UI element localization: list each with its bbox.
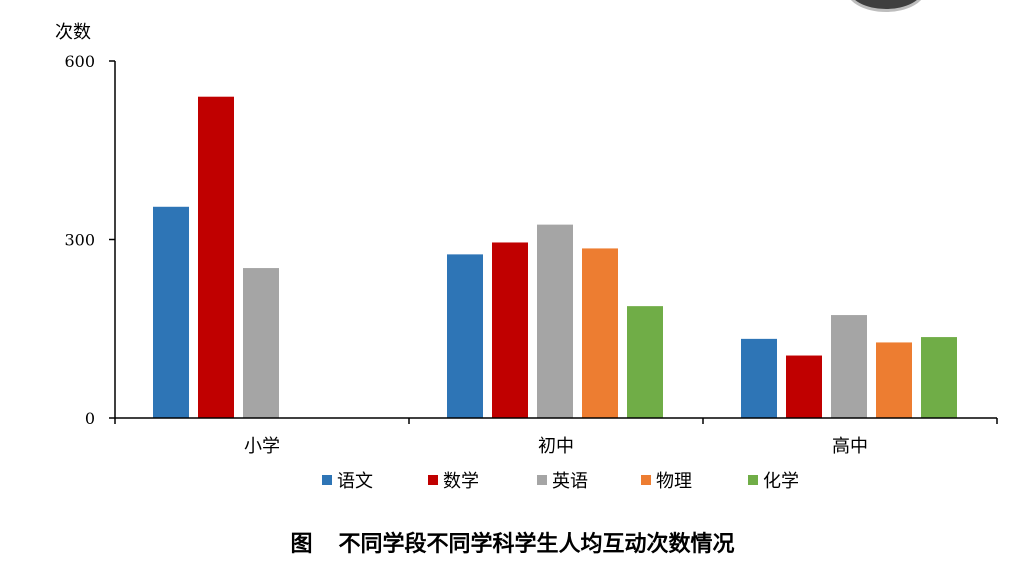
legend-swatch — [322, 475, 332, 485]
legend-swatch — [641, 475, 651, 485]
legend-swatch — [537, 475, 547, 485]
bar — [447, 254, 483, 418]
bar — [537, 224, 573, 418]
figure-label: 图 — [290, 531, 313, 557]
bar — [627, 306, 663, 418]
y-axis-label: 次数 — [55, 22, 91, 43]
x-category-label: 高中 — [832, 436, 868, 457]
bar — [198, 96, 234, 418]
legend-label: 数学 — [443, 471, 479, 492]
legend-swatch — [748, 475, 758, 485]
x-category-label: 初中 — [538, 436, 574, 457]
bar — [831, 315, 867, 418]
legend-label: 英语 — [552, 471, 588, 492]
bar — [741, 338, 777, 418]
bar — [876, 342, 912, 418]
bar — [921, 337, 957, 418]
figure-caption: 图不同学段不同学科学生人均互动次数情况 — [0, 526, 1025, 558]
bar-chart: 次数 0 300 600 小学 初中 高中 语文 数学 英语 物理 化学 — [55, 22, 998, 492]
bar — [582, 248, 618, 418]
legend-label: 化学 — [763, 471, 799, 492]
legend: 语文 数学 英语 物理 化学 — [322, 471, 799, 492]
legend-label: 语文 — [337, 471, 373, 492]
legend-swatch — [428, 475, 438, 485]
chart-title: 不同学段不同学科学生人均互动次数情况 — [338, 531, 735, 557]
x-category-label: 小学 — [244, 436, 280, 457]
bar — [786, 355, 822, 418]
y-tick-label: 0 — [85, 409, 95, 428]
legend-label: 物理 — [656, 471, 692, 492]
bar — [492, 242, 528, 418]
bar — [153, 206, 189, 418]
y-tick-label: 600 — [64, 52, 95, 71]
bar — [243, 268, 279, 418]
y-tick-label: 300 — [64, 231, 95, 250]
